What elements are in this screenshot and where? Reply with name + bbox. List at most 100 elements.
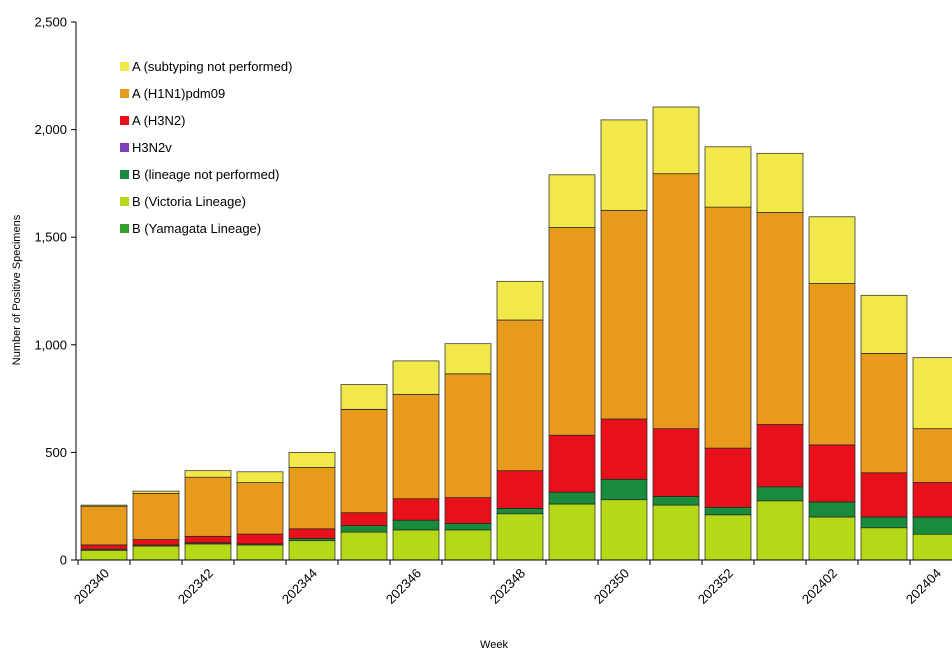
bar-segment: [808, 216, 856, 284]
x-tick-label: 202340: [71, 566, 112, 607]
bar-segment: [496, 513, 544, 561]
bar-segment: [860, 472, 908, 518]
x-tick-label: 202352: [695, 566, 736, 607]
bar-segment: [184, 470, 232, 478]
bar-segment: [548, 503, 596, 561]
legend: A (subtyping not performed) A (H1N1)pdm09…: [120, 59, 292, 236]
y-tick-label: 0: [60, 553, 67, 568]
bar-segment: [600, 499, 648, 561]
bar-segment: [496, 280, 544, 321]
y-axis-title: Number of Positive Specimens: [11, 214, 23, 365]
y-tick-label: 1,500: [34, 230, 67, 245]
bar-segment: [548, 434, 596, 493]
x-tick-label: 202350: [591, 566, 632, 607]
bar-segment: [808, 283, 856, 446]
bars-layer: [80, 106, 952, 561]
x-tick-label: 202346: [383, 566, 424, 607]
bar-segment: [808, 444, 856, 503]
bar-segment: [444, 529, 492, 561]
bar-segment: [288, 452, 336, 468]
bar-segment: [184, 543, 232, 561]
legend-label: A (subtyping not performed): [132, 59, 292, 74]
bar-segment: [704, 514, 752, 561]
legend-label: B (Yamagata Lineage): [132, 221, 261, 236]
bar-segment: [184, 476, 232, 537]
bar-segment: [340, 531, 388, 561]
bar-segment: [132, 545, 180, 561]
bar-segment: [860, 516, 908, 529]
bar-segment: [600, 418, 648, 480]
bar-segment: [444, 373, 492, 498]
bar-segment: [652, 428, 700, 497]
bar-segment: [288, 467, 336, 530]
x-ticks: 202340 202342 202344 202346 202348 202350 2023…: [71, 560, 944, 607]
bar-segment: [496, 508, 544, 515]
bar-segment: [340, 525, 388, 533]
y-tick-label: 1,000: [34, 337, 67, 352]
y-tick-label: 2,000: [34, 122, 67, 137]
legend-label: B (lineage not performed): [132, 167, 279, 182]
bar-segment: [80, 504, 128, 507]
y-ticks: 0 500 1,000 1,500 2,000 2,500: [34, 15, 76, 568]
legend-label: B (Victoria Lineage): [132, 194, 246, 209]
bar-segment: [912, 516, 952, 535]
bar-segment: [288, 540, 336, 561]
x-tick-label: 202402: [799, 566, 840, 607]
x-axis-title: Week: [480, 639, 508, 650]
bar-segment: [496, 319, 544, 472]
bar-segment: [340, 409, 388, 514]
bar-segment: [704, 447, 752, 508]
bar-segment: [652, 173, 700, 430]
bar-segment: [236, 533, 284, 545]
x-tick-label: 202344: [279, 566, 320, 607]
bar-segment: [756, 500, 804, 561]
y-tick-label: 500: [45, 445, 67, 460]
bar-segment: [600, 119, 648, 211]
bar-segment: [860, 294, 908, 354]
bar-segment: [132, 490, 180, 494]
legend-swatch: [120, 116, 129, 125]
bar-segment: [912, 482, 952, 518]
legend-swatch: [120, 224, 129, 233]
bar-segment: [912, 357, 952, 430]
bar-segment: [704, 506, 752, 516]
bar-segment: [236, 544, 284, 561]
bar-segment: [860, 353, 908, 474]
bar-segment: [444, 343, 492, 375]
legend-swatch: [120, 197, 129, 206]
bar-segment: [288, 528, 336, 539]
bar-segment: [860, 527, 908, 561]
bar-segment: [132, 492, 180, 540]
bar-segment: [340, 384, 388, 410]
bar-segment: [392, 393, 440, 500]
bar-segment: [392, 498, 440, 521]
bar-segment: [340, 512, 388, 526]
bar-segment: [80, 549, 128, 561]
bar-segment: [392, 519, 440, 531]
bar-segment: [80, 505, 128, 546]
bar-segment: [756, 152, 804, 213]
bar-segment: [704, 146, 752, 208]
legend-swatch: [120, 62, 129, 71]
bar-segment: [80, 544, 128, 550]
bar-segment: [236, 482, 284, 535]
bar-segment: [808, 516, 856, 561]
bar-segment: [600, 209, 648, 420]
bar-segment: [548, 491, 596, 505]
bar-segment: [912, 428, 952, 483]
bar-segment: [704, 206, 752, 449]
legend-swatch: [120, 170, 129, 179]
bar-segment: [392, 529, 440, 561]
bar-segment: [808, 501, 856, 518]
legend-label: A (H1N1)pdm09: [132, 86, 225, 101]
x-tick-label: 202404: [903, 566, 944, 607]
bar-segment: [496, 470, 544, 509]
bar-segment: [236, 471, 284, 483]
bar-segment: [756, 212, 804, 425]
legend-swatch: [120, 143, 129, 152]
bar-segment: [912, 533, 952, 561]
legend-label: A (H3N2): [132, 113, 185, 128]
bar-segment: [652, 106, 700, 175]
